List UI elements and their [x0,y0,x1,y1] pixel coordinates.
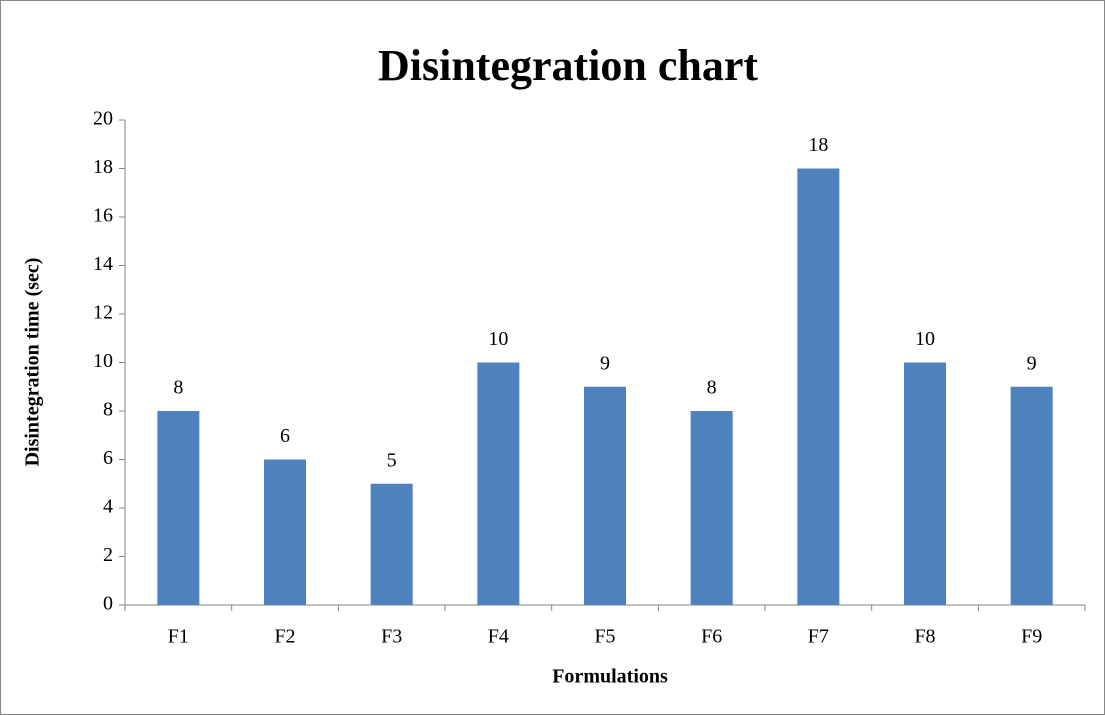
x-tick-label: F2 [274,626,295,648]
bar [370,483,413,605]
bar [904,362,946,605]
x-tick-label: F1 [168,626,189,648]
data-label: 18 [808,134,828,156]
bar [1010,386,1053,605]
bar [690,411,733,605]
y-tick-label: 2 [103,544,113,566]
y-tick-label: 16 [93,205,113,227]
bar [584,386,626,605]
data-label: 6 [280,425,290,447]
y-tick-label: 18 [93,156,113,178]
data-label: 10 [488,328,508,350]
chart-title: Disintegration chart [378,41,758,90]
data-label: 9 [600,352,610,374]
y-tick-label: 6 [103,447,113,469]
bar [264,459,306,605]
bar [157,411,200,605]
x-tick-label: F3 [381,626,402,648]
y-axis-label: Disintegration time (sec) [22,258,44,467]
y-tick-label: 4 [103,496,113,518]
y-tick-label: 20 [93,108,113,130]
bar [797,168,840,605]
x-tick-label: F4 [488,626,509,648]
y-tick-label: 10 [93,350,113,372]
y-tick-label: 14 [93,253,113,275]
y-tick-label: 0 [103,593,113,615]
data-label: 5 [387,449,397,471]
x-tick-label: F8 [914,626,935,648]
y-tick-label: 12 [93,302,113,324]
bar [477,362,520,605]
x-tick-label: F9 [1021,626,1042,648]
data-label: 8 [707,377,717,399]
x-tick-label: F5 [594,626,615,648]
data-label: 9 [1027,352,1037,374]
y-tick-label: 8 [103,399,113,421]
x-tick-label: F6 [701,626,722,648]
data-label: 8 [173,377,183,399]
data-label: 10 [915,328,935,350]
x-tick-label: F7 [808,626,829,648]
x-axis-label: Formulations [552,666,668,688]
